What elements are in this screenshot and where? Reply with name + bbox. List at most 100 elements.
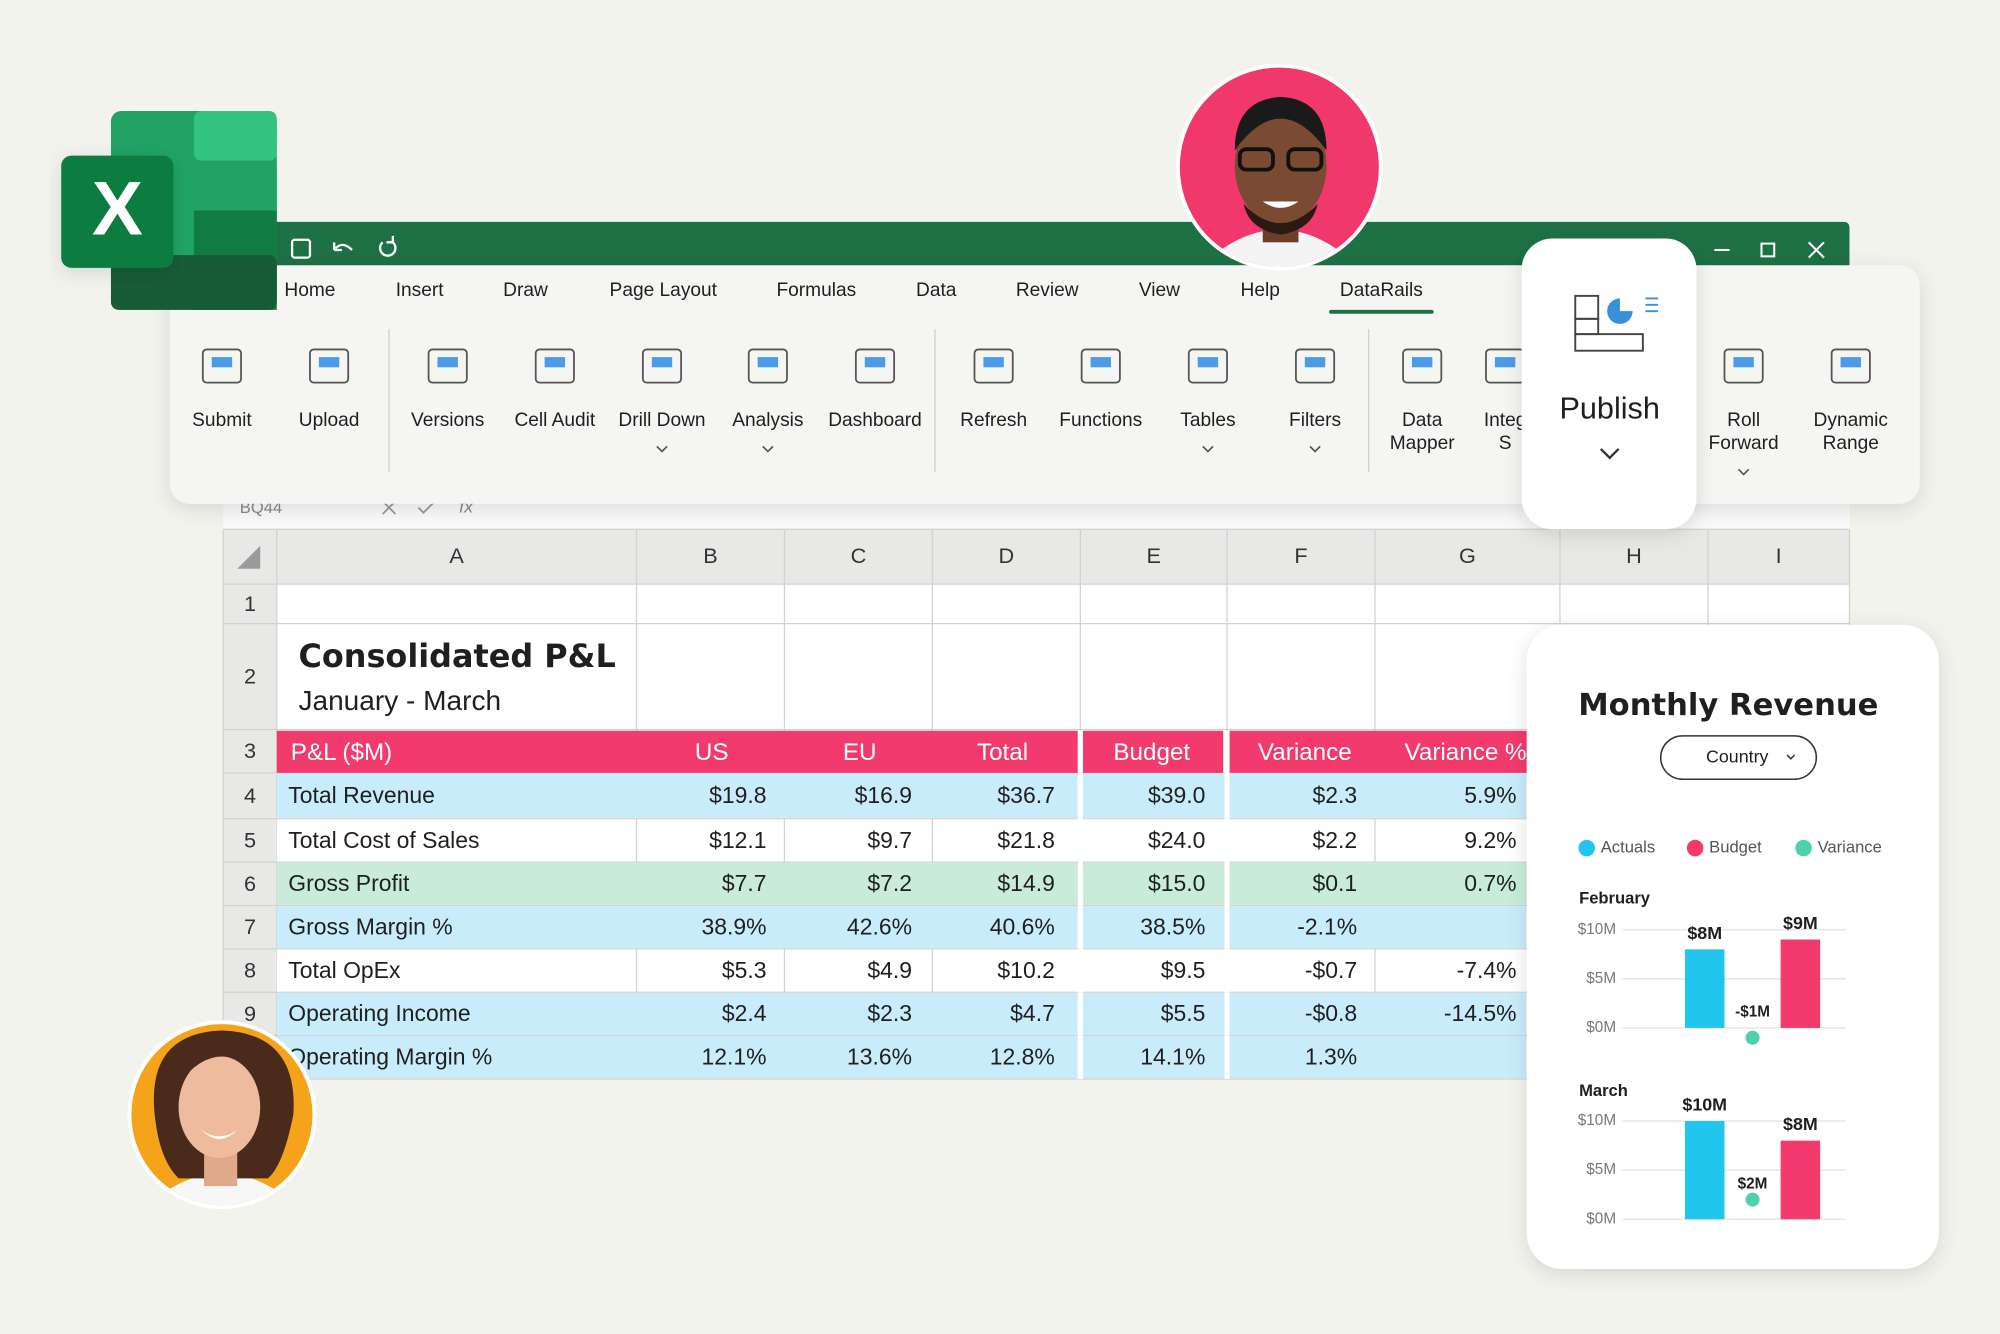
column-header[interactable]: A — [449, 543, 464, 568]
restore-button[interactable] — [1760, 242, 1776, 258]
column-header[interactable]: F — [1294, 543, 1307, 568]
ribbon-tab[interactable]: Help — [1241, 280, 1280, 301]
row-bg — [276, 862, 1527, 905]
column-header[interactable]: C — [851, 543, 867, 568]
ribbon-button-label[interactable]: Dashboard — [828, 410, 922, 431]
row-number[interactable]: 3 — [244, 738, 256, 763]
revenue-card: Monthly Revenue Country Actuals Budget Var… — [1526, 624, 1939, 1269]
ribbon-tab[interactable]: View — [1139, 280, 1180, 301]
column-header[interactable]: H — [1626, 543, 1642, 568]
column-gap — [1224, 730, 1230, 773]
ribbon-button-icon[interactable] — [641, 348, 683, 384]
ribbon-panel — [169, 265, 1920, 504]
row-number[interactable]: 9 — [244, 1001, 256, 1026]
row-number[interactable]: 5 — [244, 827, 256, 852]
ribbon-button-label[interactable]: Drill Down — [618, 410, 705, 431]
row-number[interactable]: 2 — [244, 664, 256, 689]
ribbon-tab[interactable]: Review — [1016, 280, 1079, 301]
revenue-card-bg — [1526, 624, 1939, 1269]
row-bg — [276, 949, 1527, 992]
row-number[interactable]: 7 — [244, 914, 256, 939]
ribbon-button-label[interactable]: Analysis — [732, 410, 803, 431]
ribbon-button-label[interactable]: Filters — [1289, 410, 1341, 431]
ribbon-button-label[interactable]: Dynamic — [1814, 410, 1889, 431]
column-header[interactable]: G — [1459, 543, 1476, 568]
column-gap — [1077, 905, 1083, 949]
table-cell: -$0.8 — [1305, 1000, 1357, 1026]
row-number[interactable]: 6 — [244, 871, 256, 896]
ribbon-button-label[interactable]: Functions — [1059, 410, 1142, 431]
table-header: Variance — [1258, 739, 1352, 766]
table-cell: 38.5% — [1140, 914, 1205, 940]
ribbon-tab[interactable]: Data — [916, 280, 957, 301]
table-cell: 1.3% — [1305, 1044, 1357, 1070]
ribbon-button-label[interactable]: Versions — [411, 410, 484, 431]
ribbon-button-label[interactable]: Cell Audit — [514, 410, 595, 431]
ribbon-button-label[interactable]: Roll — [1727, 410, 1760, 431]
ribbon-button-label[interactable]: Submit — [192, 410, 252, 431]
ribbon-button-label[interactable]: Data — [1402, 410, 1443, 431]
ribbon-button-label[interactable]: Forward — [1709, 433, 1779, 454]
title-cell — [278, 624, 636, 729]
column-gap — [1224, 772, 1230, 819]
publish-label[interactable]: Publish — [1559, 392, 1659, 426]
ribbon-button-icon[interactable] — [427, 348, 468, 384]
undo-icon[interactable] — [333, 242, 353, 252]
ribbon-button-label[interactable]: Refresh — [960, 410, 1027, 431]
ribbon-tab[interactable]: DataRails — [1340, 280, 1423, 301]
row-number[interactable]: 8 — [244, 958, 256, 983]
table-header: Budget — [1113, 739, 1190, 766]
redo-icon[interactable] — [378, 235, 397, 257]
ribbon-button-icon[interactable] — [534, 348, 575, 384]
ribbon-button-label[interactable]: S — [1499, 433, 1512, 454]
ribbon-button-icon[interactable] — [201, 348, 242, 384]
column-header[interactable]: B — [703, 543, 717, 568]
avatar-smile — [201, 1129, 238, 1139]
dropdown-chevron — [1737, 468, 1750, 476]
title-bar — [261, 221, 1850, 273]
ribbon-button-icon[interactable] — [1402, 348, 1443, 384]
ribbon-button-label[interactable]: Integ — [1484, 410, 1527, 431]
bar — [1684, 1121, 1725, 1220]
ribbon-tab[interactable]: Draw — [503, 280, 548, 301]
ribbon-tab[interactable]: Home — [284, 280, 335, 301]
variance-dot — [1745, 1030, 1760, 1045]
ribbon-button-label[interactable]: Upload — [299, 410, 360, 431]
table-header: P&L ($M) — [291, 739, 392, 766]
row-bg — [276, 773, 1527, 819]
column-header[interactable]: E — [1146, 543, 1160, 568]
column-header[interactable]: D — [999, 543, 1015, 568]
ribbon-button-icon-accent — [318, 357, 340, 368]
ribbon-button-icon[interactable] — [1830, 348, 1871, 384]
avatar-head — [1234, 107, 1327, 225]
ribbon-tab[interactable]: Page Layout — [610, 280, 718, 301]
ribbon-tab[interactable]: Formulas — [776, 280, 856, 301]
table-cell: 14.1% — [1140, 1044, 1205, 1070]
column-gap — [1224, 905, 1230, 949]
row-number[interactable]: 1 — [244, 591, 256, 616]
ribbon-button-icon[interactable] — [1080, 348, 1121, 384]
save-icon[interactable] — [290, 238, 312, 259]
filter-chevron — [1786, 754, 1796, 760]
publish-card-bg[interactable] — [1521, 238, 1697, 530]
ribbon-button-icon[interactable] — [747, 348, 788, 384]
ribbon-tab[interactable]: Insert — [396, 280, 445, 301]
dropdown-chevron — [1202, 445, 1214, 453]
row-bg — [276, 906, 1527, 949]
close-button[interactable] — [1807, 241, 1825, 259]
avatar-beard — [1243, 204, 1318, 235]
column-header[interactable]: I — [1776, 543, 1782, 568]
ribbon-button-icon[interactable] — [1723, 348, 1764, 384]
sheet-subtitle: January - March — [298, 685, 501, 716]
ribbon-button-icon[interactable] — [1295, 348, 1336, 384]
ribbon-button-label[interactable]: Mapper — [1390, 433, 1455, 454]
ribbon-button-icon[interactable] — [1187, 348, 1228, 384]
ribbon-button-icon[interactable] — [854, 348, 896, 384]
filter-dropdown[interactable] — [1659, 735, 1818, 780]
ribbon-button-label[interactable]: Tables — [1180, 410, 1235, 431]
ribbon-button-icon[interactable] — [973, 348, 1014, 384]
ribbon-button-icon[interactable] — [309, 348, 350, 384]
ribbon-button-label[interactable]: Range — [1823, 433, 1879, 454]
select-all[interactable] — [237, 545, 261, 569]
row-number[interactable]: 4 — [244, 783, 256, 808]
